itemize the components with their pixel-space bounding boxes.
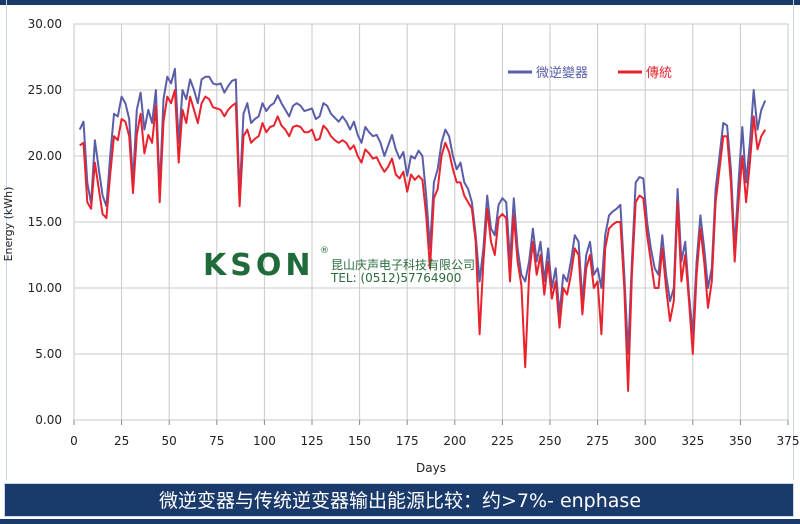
series-line-traditional <box>79 89 767 392</box>
y-tick-label: 30.00 <box>28 17 62 31</box>
caption-bar: 微逆变器与传统逆变器输出能源比较：约>7%- enphase <box>4 483 794 517</box>
x-tick-label: 275 <box>586 434 609 448</box>
x-tick-label: 125 <box>301 434 324 448</box>
axis-layer: 0 25 50 75 100 125 150 175 200 225 250 275 300 325 350… <box>28 17 800 448</box>
y-tick-label: 25.00 <box>28 83 62 97</box>
left-frame-rule <box>6 0 7 480</box>
y-tick-label: 15.00 <box>28 215 62 229</box>
y-tick-label: 20.00 <box>28 149 62 163</box>
x-tick-label: 225 <box>491 434 514 448</box>
x-tick-label: 200 <box>443 434 466 448</box>
y-tick-label: 10.00 <box>28 281 62 295</box>
x-tick-label: 250 <box>539 434 562 448</box>
company-name: 昆山庆声电子科技有限公司 <box>331 258 476 272</box>
caption-text: 微逆变器与传统逆变器输出能源比较：约>7%- enphase <box>158 490 642 512</box>
registered-mark: ® <box>320 246 329 256</box>
x-tick-label: 50 <box>162 434 177 448</box>
series-layer <box>78 67 767 392</box>
company-watermark: KSON ® 昆山庆声电子科技有限公司 TEL: (0512)57764900 <box>203 246 503 290</box>
series-line-micro-inverter <box>78 67 767 355</box>
x-tick-label: 325 <box>681 434 704 448</box>
x-tick-label: 300 <box>634 434 657 448</box>
kson-logo: KSON <box>203 248 315 283</box>
y-axis-title: Energy (kWh) <box>2 187 15 262</box>
top-frame-bar <box>0 0 800 5</box>
bottom-frame-bar <box>0 519 800 524</box>
right-frame-rule <box>793 0 794 480</box>
y-tick-label: 0.00 <box>35 413 62 427</box>
legend: 微逆變器 傳統 <box>508 65 672 81</box>
x-tick-label: 0 <box>70 434 78 448</box>
x-axis-title: Days <box>416 461 446 475</box>
x-tick-label: 25 <box>114 434 129 448</box>
x-tick-label: 150 <box>348 434 371 448</box>
x-tick-label: 350 <box>729 434 752 448</box>
x-tick-label: 75 <box>209 434 224 448</box>
legend-label-traditional: 傳統 <box>646 66 672 81</box>
y-tick-label: 5.00 <box>35 347 62 361</box>
x-tick-label: 375 <box>777 434 800 448</box>
x-tick-label: 100 <box>253 434 276 448</box>
legend-label-micro-inverter: 微逆變器 <box>536 65 588 81</box>
energy-line-chart: 0 25 50 75 100 125 150 175 200 225 250 275 300 325 350… <box>2 17 800 475</box>
x-tick-label: 175 <box>396 434 419 448</box>
company-telephone: TEL: (0512)57764900 <box>331 271 462 285</box>
